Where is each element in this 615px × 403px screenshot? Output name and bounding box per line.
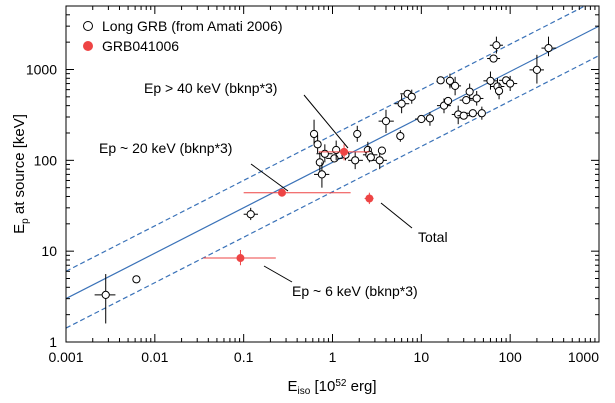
point-grb041006 bbox=[236, 254, 245, 263]
legend: Long GRB (from Amati 2006) GRB041006 bbox=[83, 18, 283, 54]
y-tick-labels: 1 10 100 1000 bbox=[26, 61, 57, 350]
annotation-total: Total bbox=[418, 229, 448, 245]
x-tick-label: 100 bbox=[498, 349, 522, 365]
legend-label-grb041006: GRB041006 bbox=[102, 38, 179, 54]
legend-open-circle-marker bbox=[83, 21, 93, 31]
point-long-grb bbox=[492, 41, 501, 50]
point-long-grb bbox=[494, 86, 504, 96]
x-tick-label: 10 bbox=[414, 349, 430, 365]
annotation-ep-20: Ep ~ 20 keV (bknp*3) bbox=[99, 140, 232, 156]
point-long-grb bbox=[309, 129, 319, 139]
point-long-grb bbox=[468, 109, 477, 118]
point-grb041006 bbox=[340, 147, 349, 156]
point-long-grb bbox=[381, 117, 391, 126]
fit-line-lower-bound bbox=[66, 55, 599, 329]
point-long-grb bbox=[489, 54, 498, 63]
point-long-grb bbox=[472, 94, 481, 103]
y-axis-title: Ep at source [keV] bbox=[11, 114, 31, 234]
y-tick-label: 100 bbox=[34, 152, 58, 168]
point-long-grb bbox=[451, 81, 460, 90]
point-long-grb bbox=[101, 290, 110, 300]
annotation-ep-gt-40: Ep > 40 keV (bknp*3) bbox=[144, 80, 277, 96]
point-long-grb bbox=[459, 111, 468, 120]
y-tick-label: 1 bbox=[49, 334, 57, 350]
point-long-grb bbox=[417, 114, 426, 124]
legend-filled-circle-marker bbox=[83, 41, 93, 51]
point-long-grb bbox=[353, 129, 362, 139]
point-long-grb bbox=[397, 99, 406, 108]
x-axis-title: Eiso [1052 erg] bbox=[288, 378, 377, 397]
point-long-grb bbox=[377, 146, 387, 155]
point-long-grb bbox=[351, 156, 360, 165]
point-long-grb bbox=[366, 153, 375, 162]
point-long-grb bbox=[396, 131, 405, 141]
leader-line-total bbox=[380, 202, 413, 229]
x-tick-label: 1 bbox=[329, 349, 337, 365]
y-tick-label: 10 bbox=[41, 243, 57, 259]
point-long-grb bbox=[332, 145, 341, 155]
annotation-ep-6: Ep ~ 6 keV (bknp*3) bbox=[292, 283, 418, 299]
leader-line-ep-gt-40 bbox=[303, 94, 349, 149]
point-long-grb bbox=[330, 154, 339, 163]
point-long-grb bbox=[506, 79, 515, 88]
x-tick-labels: 0.001 0.01 0.1 1 10 100 1000 bbox=[48, 349, 599, 365]
point-long-grb bbox=[246, 210, 255, 219]
annotation-leaders bbox=[250, 94, 413, 283]
axis-ticks bbox=[65, 5, 599, 343]
point-long-grb bbox=[407, 92, 416, 101]
point-long-grb bbox=[425, 114, 435, 123]
leader-line-ep-20 bbox=[250, 163, 289, 192]
x-tick-label: 1000 bbox=[568, 349, 599, 365]
point-long-grb bbox=[436, 76, 445, 85]
fit-line-upper-bound bbox=[66, 6, 587, 272]
point-grb041006 bbox=[277, 188, 286, 197]
point-long-grb bbox=[532, 65, 542, 74]
data-points bbox=[94, 36, 557, 324]
y-tick-label: 1000 bbox=[26, 61, 57, 77]
x-tick-label: 0.001 bbox=[48, 349, 83, 365]
x-tick-label: 0.1 bbox=[234, 349, 254, 365]
legend-label-long-grb: Long GRB (from Amati 2006) bbox=[102, 18, 283, 34]
point-long-grb bbox=[313, 140, 322, 149]
point-long-grb bbox=[320, 149, 329, 158]
point-long-grb bbox=[486, 76, 495, 85]
point-long-grb bbox=[375, 156, 384, 165]
point-long-grb bbox=[465, 87, 474, 96]
point-long-grb bbox=[317, 170, 327, 179]
point-long-grb bbox=[132, 275, 141, 284]
point-grb041006 bbox=[365, 194, 374, 203]
point-long-grb bbox=[477, 109, 486, 118]
fit-line-best-fit bbox=[66, 25, 599, 300]
point-long-grb bbox=[544, 43, 553, 53]
fit-lines bbox=[66, 6, 599, 329]
leader-line-ep-6 bbox=[263, 265, 293, 283]
point-long-grb bbox=[443, 96, 453, 106]
point-long-grb bbox=[462, 96, 471, 105]
point-long-grb bbox=[445, 76, 455, 85]
x-tick-label: 0.01 bbox=[141, 349, 168, 365]
